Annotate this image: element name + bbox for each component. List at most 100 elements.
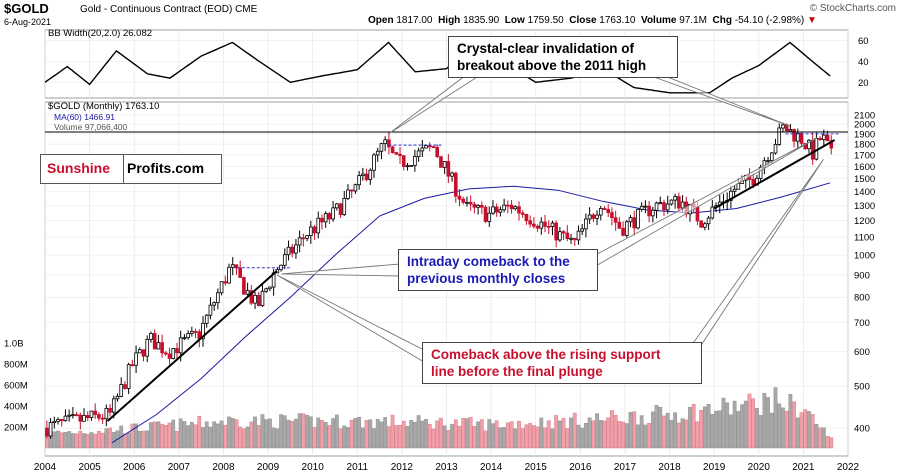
candle-body [413,156,417,166]
candle-body [387,139,391,148]
volume-bar [383,417,388,449]
x-tick-label: 2010 [302,462,325,473]
volume-bar [193,424,198,449]
price-tick-label: 1500 [854,174,875,185]
axis-labels: 2004 2005 2006 2007 2008 2009 2010 2011 2012 2013… [4,36,875,473]
open-label: Open [368,15,394,26]
x-tick-label: 2007 [168,462,191,473]
volume-bar [639,415,644,449]
chg-down-arrow-icon: ▼ [807,15,817,26]
candle-body [89,410,94,419]
bbw-tick-label: 60 [858,36,869,47]
callout-intraday-comeback: Intraday comeback to the previous monthl… [398,249,598,291]
trendlines [45,131,848,422]
candle-body [372,154,376,171]
volume-bar [342,425,347,449]
volume-bar [799,412,804,449]
callout-support-line2: line before the final plunge [431,364,603,379]
candle-body [732,188,737,192]
candle-body [264,288,269,292]
volume-bars [44,387,834,449]
volume-bar [249,421,254,449]
close-label: Close [569,15,597,26]
candle-body [703,223,707,228]
volume-bar [643,424,648,449]
volume-bar [204,421,209,449]
candle-body [268,286,272,290]
candle-body [446,161,451,177]
candle-body [137,349,142,354]
candle-body [766,160,770,162]
volume-bar [364,420,369,449]
chg-value: -54.10 (-2.98%) [734,15,805,26]
callout-intraday-line2: previous monthly closes [407,271,566,286]
candle-body [249,290,254,304]
candle-body [810,139,815,160]
candle-body [234,264,239,269]
candle-body [379,143,384,152]
x-tick-label: 2020 [748,462,771,473]
x-tick-label: 2012 [391,462,414,473]
volume-bar [334,414,339,449]
volume-bar [673,412,678,449]
volume-bar [126,432,131,449]
candle-body [260,290,265,307]
volume-bar [424,419,428,449]
volume-bar [781,407,785,449]
candle-body [554,222,558,241]
candle-body [565,232,570,239]
annotation-pointers [276,71,824,363]
price-tick-label: 1600 [854,162,875,173]
volume-bar [450,424,454,449]
volume-bar [230,418,235,449]
price-tick-label: 1300 [854,201,875,212]
candle-body [282,254,287,266]
pointer-intraday-2021 [581,137,817,275]
volume-bar [149,422,153,449]
volume-bar [662,415,666,449]
candle-body [543,221,547,227]
volume-bar [650,411,655,449]
volume-bar [268,418,272,449]
callout-breakout-invalidation: Crystal-clear invalidation of breakout a… [448,36,678,78]
volume-bar [375,419,380,449]
candle-body [602,208,607,210]
volume-bar [338,428,343,449]
volume-bar [569,417,573,449]
candle-body [710,206,715,219]
candle-body [160,342,164,354]
volume-bar [702,406,707,449]
candle-body [580,228,585,232]
candle-body [141,349,146,357]
candle-body [134,352,138,366]
candle-body [409,165,413,167]
candle-body [699,220,703,228]
volume-bar [487,419,492,449]
volume-bar [167,422,172,449]
candle-body [175,348,179,354]
candle-body [491,206,495,214]
volume-bar [561,418,566,449]
volume-bar [111,432,116,449]
candle-body [453,172,458,197]
volume-bar [349,419,354,449]
volume-bar [394,425,399,449]
volume-bar [517,420,521,449]
volume-bar [301,413,306,449]
candle-body [506,204,510,207]
pointer-intraday-2009 [281,263,401,277]
volume-bar [461,417,466,449]
candle-body [190,330,194,334]
volume-bar [123,433,127,449]
volume-bar [676,422,681,449]
price-tick-label: 600 [854,347,870,358]
volume-bar [160,423,164,449]
volume-bar [390,414,395,449]
x-tick-label: 2014 [480,462,503,473]
x-tick-label: 2011 [347,462,369,473]
volume-bar [755,408,759,449]
volume-bar [810,414,815,449]
volume-bar [416,415,421,449]
candle-body [156,342,161,350]
low-value: 1759.50 [527,15,564,26]
